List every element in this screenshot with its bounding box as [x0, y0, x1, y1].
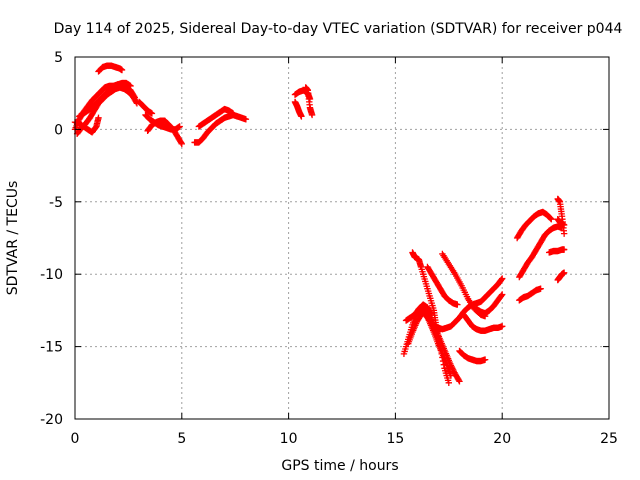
series-arc-18	[424, 263, 461, 308]
data-point	[449, 365, 456, 372]
data-points	[71, 62, 568, 386]
series-arc-10	[195, 105, 237, 130]
x-tick-label: 25	[600, 431, 618, 447]
series-arc-22	[460, 311, 506, 334]
data-point	[560, 230, 568, 237]
series-arc-21	[456, 347, 489, 365]
series-arc-29	[554, 215, 568, 229]
plot-frame	[74, 56, 610, 420]
data-point	[178, 140, 185, 148]
series-arc-30	[554, 269, 568, 284]
ticks: 0 5 10 15 20 25 5 0 -5 -10 -15 -20	[40, 50, 618, 447]
data-point	[176, 123, 183, 130]
series-arc-20	[439, 250, 489, 320]
series-arc-7	[144, 117, 185, 148]
series-arc-8	[135, 98, 156, 117]
grid	[75, 57, 609, 419]
y-tick-label: 5	[54, 50, 63, 66]
x-tick-label: 0	[71, 431, 80, 447]
y-tick-label: 0	[54, 122, 63, 138]
x-tick-label: 5	[177, 431, 186, 447]
data-point	[456, 378, 463, 385]
x-axis-label: GPS time / hours	[281, 458, 398, 474]
series-arc-27	[545, 246, 568, 256]
data-point	[298, 113, 305, 120]
data-point	[450, 368, 457, 375]
data-point	[537, 285, 544, 292]
series-arc-17	[402, 301, 435, 324]
data-point	[547, 215, 554, 222]
series-arc-9	[191, 111, 250, 146]
x-tick-label: 20	[493, 431, 511, 447]
y-tick-label: -15	[40, 340, 63, 356]
y-axis-label: SDTVAR / TECUs	[5, 181, 21, 296]
y-tick-label: -10	[40, 267, 63, 283]
series-arc-26	[516, 285, 544, 304]
data-point	[229, 110, 237, 117]
data-point	[448, 363, 455, 371]
data-point	[428, 311, 435, 318]
series-arc-4	[95, 62, 126, 75]
series-arc-3	[71, 114, 102, 136]
x-tick-label: 15	[386, 431, 404, 447]
data-point	[560, 221, 568, 229]
data-point	[455, 376, 462, 384]
data-point	[454, 301, 461, 308]
data-point	[445, 379, 452, 386]
data-point	[177, 139, 185, 146]
data-point	[308, 111, 316, 119]
data-point	[499, 275, 506, 282]
y-tick-label: -5	[49, 195, 63, 211]
series-arc-11	[291, 98, 305, 120]
series-arc-13	[302, 84, 316, 119]
series-arc-24	[513, 208, 555, 242]
data-point	[95, 114, 102, 122]
data-point	[427, 310, 435, 317]
data-point	[481, 356, 489, 363]
x-tick-label: 10	[280, 431, 298, 447]
y-tick-label: -20	[40, 412, 63, 428]
data-point	[449, 366, 457, 373]
data-point	[242, 116, 250, 123]
data-point	[560, 246, 568, 253]
data-point	[447, 362, 455, 369]
data-point	[498, 276, 505, 283]
data-point	[499, 323, 506, 330]
series-arc-19	[417, 275, 506, 333]
data-point	[498, 292, 505, 299]
chart-title: Day 114 of 2025, Sidereal Day-to-day VTE…	[54, 21, 623, 37]
data-point	[127, 82, 134, 90]
data-point	[560, 269, 568, 276]
series-arc-5	[76, 79, 134, 120]
series-arc-23	[473, 291, 506, 317]
data-point	[499, 291, 506, 298]
data-point	[148, 110, 156, 117]
data-point	[546, 214, 554, 221]
data-point	[548, 215, 555, 223]
data-point	[118, 66, 126, 74]
